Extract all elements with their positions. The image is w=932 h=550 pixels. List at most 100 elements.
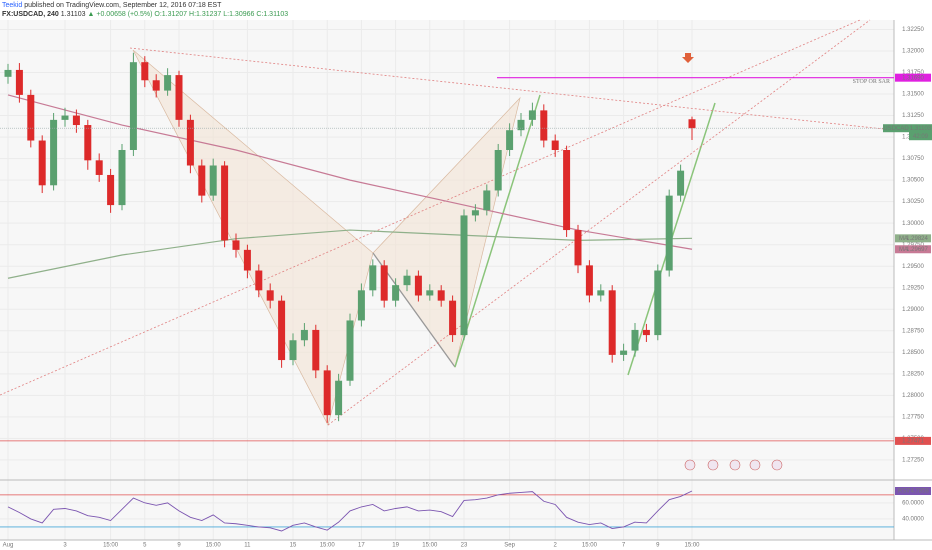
- candle-body: [107, 174, 115, 206]
- candle-body: [563, 149, 571, 231]
- ma-name: MA: [899, 247, 908, 253]
- stop-text: STOP OR SAR: [853, 79, 890, 85]
- candle-body: [574, 230, 582, 266]
- x-tick-label: 23: [461, 543, 468, 549]
- x-tick-label: 11: [244, 543, 251, 549]
- candle-body: [437, 290, 445, 301]
- y-tick-label: 1.27750: [902, 414, 924, 420]
- candle-body: [289, 340, 297, 361]
- candle-body: [392, 285, 400, 301]
- candle-body: [540, 110, 548, 141]
- candle-body: [460, 215, 468, 336]
- y-tick-label: 1.28500: [902, 350, 924, 356]
- ma-label-box: [895, 234, 931, 243]
- candle-body: [84, 125, 92, 161]
- symbol-line: FX:USDCAD, 240 1.31103 ▲ +0.00658 (+0.5%…: [2, 11, 288, 18]
- candle-body: [61, 115, 69, 120]
- candle-body: [506, 130, 514, 150]
- y-tick-label: 1.31500: [902, 92, 924, 98]
- y-tick-label: 1.32250: [902, 27, 924, 33]
- candle-body: [38, 140, 46, 186]
- x-tick-label: 15:00: [103, 543, 119, 549]
- candle-body: [551, 140, 559, 150]
- y-tick-label: 1.29500: [902, 264, 924, 270]
- x-tick-label: 15:00: [684, 543, 700, 549]
- x-tick-label: 15:00: [582, 543, 598, 549]
- event-icons: [684, 459, 783, 471]
- candle-body: [677, 170, 685, 196]
- symbol: FX:USDCAD, 240: [2, 11, 59, 18]
- candle-body: [232, 240, 240, 250]
- candle-body: [118, 149, 126, 206]
- event-icon: [749, 459, 761, 471]
- trend-line: [454, 94, 541, 368]
- publisher: Teekid: [2, 2, 22, 9]
- event-icon: [771, 459, 783, 471]
- change: ▲ +0.00658 (+0.5%): [88, 11, 153, 18]
- stop-label: 1.31690: [902, 75, 924, 81]
- candle-body: [255, 270, 263, 291]
- candle-body: [369, 265, 377, 291]
- candle-body: [278, 300, 286, 361]
- candle-body: [72, 115, 80, 126]
- y-tick-label: 1.27250: [902, 457, 924, 463]
- ma-value: 1.29697: [906, 247, 928, 253]
- stop-label-box: [895, 73, 931, 82]
- candle-body: [608, 290, 616, 355]
- candle-body: [426, 290, 434, 296]
- rsi-name: RSI: [898, 489, 908, 495]
- rsi-value: 74.7858: [907, 489, 929, 495]
- candle-body: [175, 75, 183, 120]
- rsi-label-box: [895, 487, 931, 496]
- countdown: 42:09: [913, 134, 929, 140]
- candle-body: [312, 329, 320, 371]
- candle-body: [164, 75, 172, 91]
- last-price-label: 1.31103: [910, 126, 932, 132]
- candle-body: [323, 370, 331, 416]
- y-tick-label: 1.28750: [902, 328, 924, 334]
- y-tick-label: 1.30250: [902, 199, 924, 205]
- candle-body: [414, 275, 422, 296]
- candle-body: [471, 210, 479, 216]
- candle-body: [300, 329, 308, 341]
- x-tick-label: 15:00: [422, 543, 438, 549]
- ma-label-box: [895, 245, 931, 254]
- candle-body: [27, 94, 35, 141]
- x-tick-label: 3: [63, 543, 67, 549]
- ma-value: 1.29824: [906, 236, 928, 242]
- last-price-box: [909, 124, 932, 141]
- candle-body: [266, 290, 274, 301]
- candle-body: [243, 249, 251, 271]
- event-icon: [729, 459, 741, 471]
- y-tick-label: 1.32000: [902, 49, 924, 55]
- candle-body: [620, 350, 628, 355]
- candle-body: [403, 275, 411, 286]
- candle-body: [380, 265, 388, 301]
- candle-body: [186, 119, 194, 166]
- support-label-box: [895, 436, 931, 445]
- y-tick-label: 1.31750: [902, 70, 924, 76]
- ohlc: O:1.31207 H:1.31237 L:1.30966 C:1.31103: [154, 11, 288, 18]
- header-line: Teekid published on TradingView.com, Sep…: [2, 2, 222, 9]
- candle-body: [483, 190, 491, 211]
- x-tick-label: Sep: [504, 543, 515, 549]
- x-tick-label: Aug: [3, 543, 14, 549]
- candle-body: [585, 265, 593, 296]
- candle-body: [95, 160, 103, 175]
- candle-body: [50, 119, 58, 186]
- symbol-box: [883, 124, 909, 133]
- x-tick-label: 2: [554, 543, 558, 549]
- sell-arrow: [682, 53, 694, 63]
- y-tick-label: 40.0000: [902, 517, 924, 523]
- candle-body: [198, 165, 206, 196]
- candle-body: [221, 165, 229, 241]
- candle-body: [129, 62, 137, 150]
- candle-body: [4, 69, 12, 77]
- marks: 1.272501.275001.277501.280001.282501.285…: [0, 27, 932, 549]
- candle-body: [688, 119, 696, 129]
- candle-body: [209, 165, 217, 196]
- candle-body: [15, 69, 23, 95]
- candle-body: [152, 80, 160, 91]
- x-tick-label: 9: [177, 543, 181, 549]
